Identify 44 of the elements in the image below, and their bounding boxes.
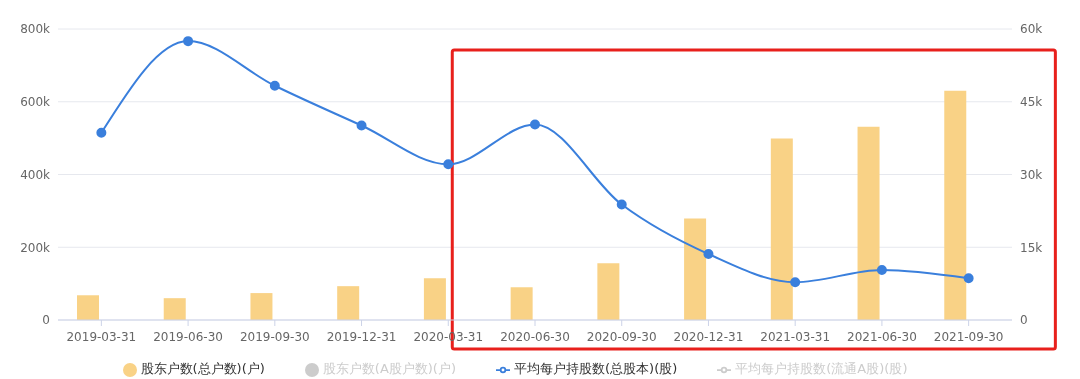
x-tick-label: 2021-09-30 xyxy=(933,329,1004,344)
x-tick-label: 2019-09-30 xyxy=(239,329,310,344)
bar xyxy=(77,295,99,320)
x-tick-label: 2019-03-31 xyxy=(66,329,137,344)
point xyxy=(443,159,454,170)
bar xyxy=(337,286,360,320)
y2-tick-label: 60k xyxy=(1020,22,1043,37)
bar xyxy=(163,298,186,320)
y-tick-label: 200k xyxy=(20,240,51,255)
y2-tick-label: 15k xyxy=(1020,240,1043,255)
bar xyxy=(510,287,533,320)
x-tick-label: 2021-03-31 xyxy=(760,329,831,344)
point xyxy=(963,273,974,284)
bar xyxy=(250,293,273,320)
point xyxy=(183,36,194,47)
point xyxy=(269,80,280,91)
y-tick-label: 600k xyxy=(20,95,51,110)
point xyxy=(703,249,714,260)
legend-label: 平均每户持股数(总股本)(股) xyxy=(514,361,678,376)
y2-tick-label: 0 xyxy=(1020,313,1028,328)
x-tick-label: 2020-12-31 xyxy=(673,329,744,344)
bar xyxy=(944,90,967,320)
point xyxy=(616,199,627,210)
y-tick-label: 400k xyxy=(20,167,51,182)
x-tick-label: 2020-09-30 xyxy=(586,329,657,344)
x-tick-label: 2019-12-31 xyxy=(326,329,397,344)
bar xyxy=(770,138,793,320)
bar xyxy=(684,218,707,320)
x-tick-label: 2020-06-30 xyxy=(500,329,570,344)
point xyxy=(876,265,887,276)
point xyxy=(356,120,367,131)
y2-tick-label: 30k xyxy=(1020,167,1043,182)
legend-label: 股东户数(总户数)(户) xyxy=(140,361,265,376)
bar xyxy=(857,126,880,320)
point xyxy=(96,127,107,138)
y-tick-label: 0 xyxy=(42,313,50,328)
x-tick-label: 2019-06-30 xyxy=(153,329,223,344)
y-tick-label: 800k xyxy=(20,22,51,37)
bar xyxy=(423,278,446,320)
point xyxy=(790,277,801,288)
bar xyxy=(597,263,620,320)
y2-tick-label: 45k xyxy=(1020,95,1043,110)
point xyxy=(530,119,540,130)
x-tick-label: 2021-06-30 xyxy=(847,329,917,344)
